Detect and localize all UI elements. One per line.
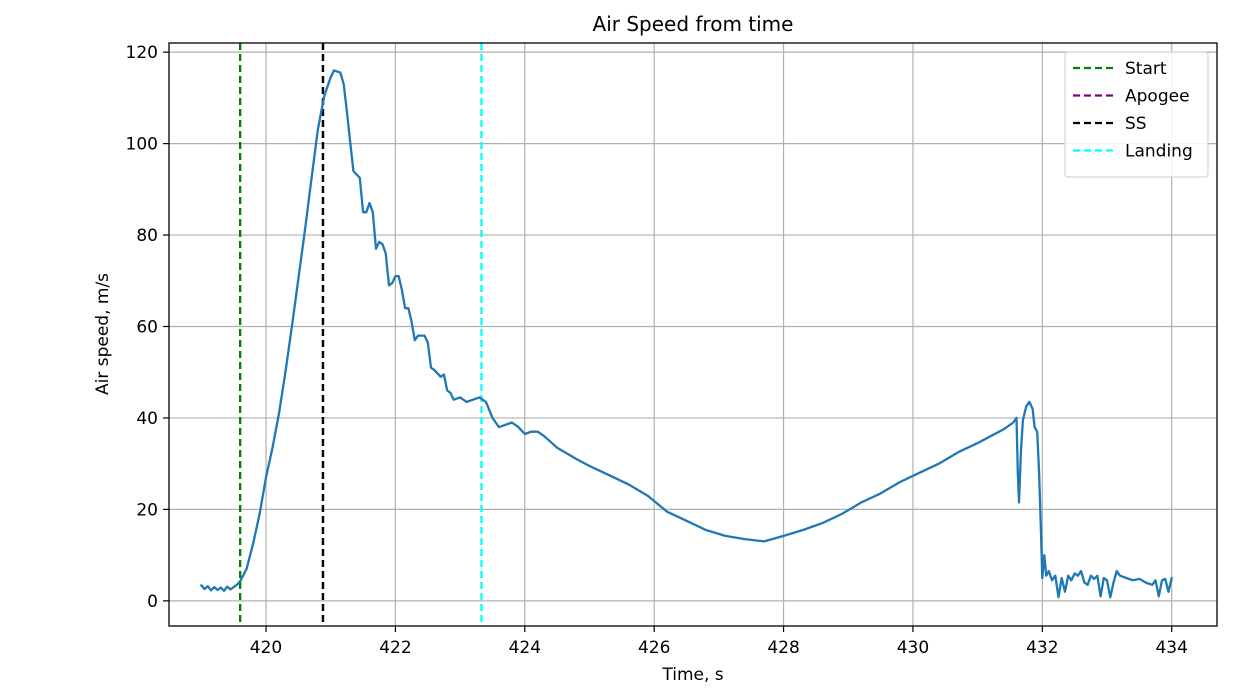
legend-box	[1064, 51, 1209, 178]
y-tick-label: 60	[136, 317, 158, 337]
x-tick-label: 428	[767, 638, 799, 658]
data-series	[200, 69, 1173, 599]
y-tick-label: 20	[136, 500, 158, 520]
legend: Start Apogee SS Landing	[1064, 51, 1209, 178]
legend-label: SS	[1125, 114, 1147, 134]
grid	[169, 43, 1217, 626]
y-tick-label: 120	[126, 43, 158, 63]
legend-label: Apogee	[1125, 87, 1190, 107]
air-speed-line	[200, 69, 1173, 599]
x-tick-label: 420	[250, 638, 282, 658]
y-tick-label: 100	[126, 135, 158, 155]
x-tick-label: 426	[638, 638, 670, 658]
vertical-markers	[239, 43, 483, 626]
x-axis: 420 422 424 426 428 430 432 434	[250, 626, 1188, 658]
y-tick-label: 40	[136, 409, 158, 429]
x-tick-label: 434	[1155, 638, 1187, 658]
y-axis: 0 20 40 60 80 100 120	[126, 43, 169, 612]
y-tick-label: 0	[147, 592, 158, 612]
legend-label: Landing	[1125, 142, 1193, 162]
plot-frame	[168, 42, 1218, 627]
y-axis-label: Air speed, m/s	[93, 273, 113, 395]
x-tick-label: 422	[379, 638, 411, 658]
legend-label: Start	[1125, 59, 1167, 79]
x-tick-label: 432	[1026, 638, 1058, 658]
x-tick-label: 424	[509, 638, 541, 658]
x-axis-label: Time, s	[661, 665, 723, 685]
x-tick-label: 430	[897, 638, 929, 658]
chart-title: Air Speed from time	[593, 12, 794, 36]
y-tick-label: 80	[136, 226, 158, 246]
